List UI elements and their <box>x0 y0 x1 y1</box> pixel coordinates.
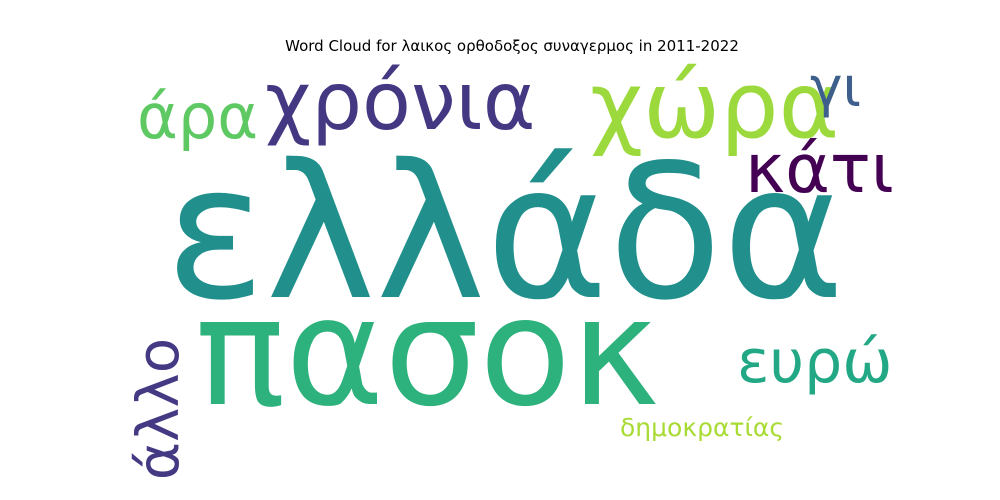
word-gi: γι <box>810 55 862 119</box>
word-ellada: ελλάδα <box>165 124 845 341</box>
word-dimokratias: δημοκρατίας <box>620 413 785 442</box>
chart-title: Word Cloud for λαικος ορθοδοξος συναγερμ… <box>285 37 739 55</box>
word-chronia: χρόνια <box>265 55 536 148</box>
word-pasok: πασοκ <box>195 266 660 440</box>
word-kati: κάτι <box>745 130 894 209</box>
word-cloud: ελλάδα πασοκ χρόνια χώρα κάτι άρα γι ευρ… <box>124 52 910 480</box>
word-ara: άρα <box>137 80 259 153</box>
word-chora: χώρα <box>590 52 840 159</box>
word-evro: ευρώ <box>737 327 893 397</box>
word-allo: άλλο <box>124 337 193 481</box>
